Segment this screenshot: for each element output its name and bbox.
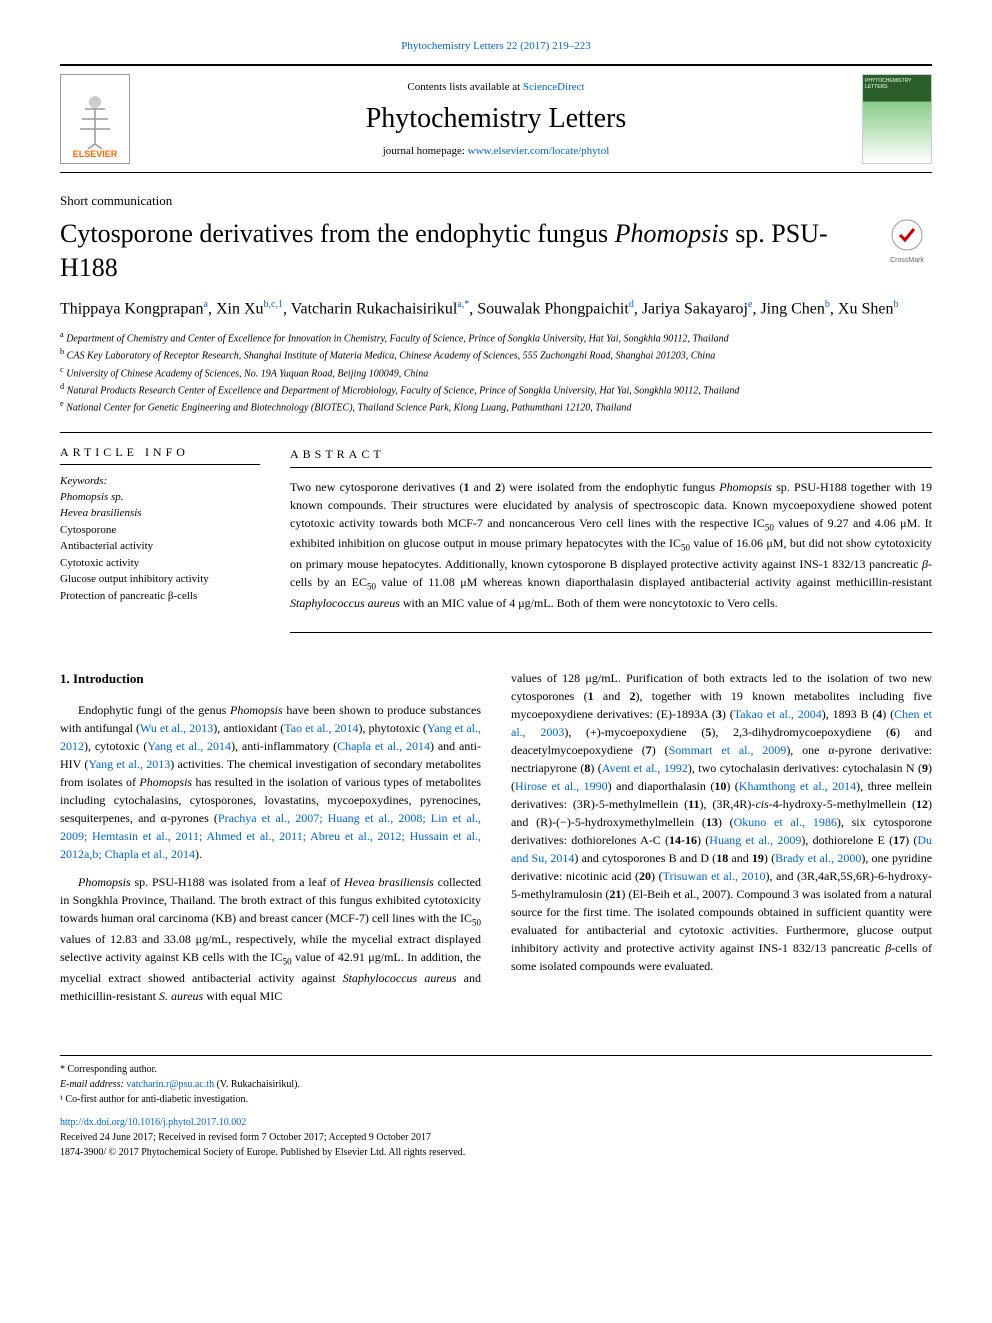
copyright: 1874-3900/ © 2017 Phytochemical Society … [60, 1145, 932, 1160]
elsevier-tree-icon [70, 94, 120, 149]
corresponding-author: * Corresponding author. [60, 1062, 932, 1077]
right-column: values of 128 μg/mL. Purification of bot… [511, 669, 932, 1014]
title-italic: Phomopsis [615, 219, 729, 248]
affiliation-d: d Natural Products Research Center of Ex… [60, 381, 932, 398]
received-dates: Received 24 June 2017; Received in revis… [60, 1130, 932, 1145]
abstract: ABSTRACT Two new cytosporone derivatives… [290, 445, 932, 634]
crossmark-icon[interactable]: CrossMark [882, 217, 932, 267]
journal-header: ELSEVIER Contents lists available at Sci… [60, 64, 932, 173]
keywords-list: Phomopsis sp.Hevea brasiliensisCytosporo… [60, 489, 260, 605]
contents-prefix: Contents lists available at [407, 81, 522, 93]
article-type: Short communication [60, 193, 932, 209]
journal-cover-image [862, 74, 932, 164]
divider [60, 432, 932, 433]
email-link[interactable]: vatcharin.r@psu.ac.th [126, 1079, 214, 1090]
left-column: 1. Introduction Endophytic fungi of the … [60, 669, 481, 1014]
doi-link[interactable]: http://dx.doi.org/10.1016/j.phytol.2017.… [60, 1115, 932, 1130]
affiliations: a Department of Chemistry and Center of … [60, 329, 932, 416]
article-title: Cytosporone derivatives from the endophy… [60, 217, 862, 285]
article-info-header: ARTICLE INFO [60, 445, 260, 465]
svg-text:CrossMark: CrossMark [890, 257, 924, 264]
affiliation-c: c University of Chinese Academy of Scien… [60, 364, 932, 381]
abstract-header: ABSTRACT [290, 445, 932, 468]
section-1-header: 1. Introduction [60, 669, 481, 689]
keywords-label: Keywords: [60, 475, 260, 487]
elsevier-logo[interactable]: ELSEVIER [60, 74, 130, 164]
paragraph-1: Endophytic fungi of the genus Phomopsis … [60, 701, 481, 863]
affiliation-b: b CAS Key Laboratory of Receptor Researc… [60, 346, 932, 363]
elsevier-text: ELSEVIER [73, 149, 118, 159]
footer: * Corresponding author. E-mail address: … [60, 1055, 932, 1160]
homepage-link[interactable]: www.elsevier.com/locate/phytol [468, 145, 610, 157]
authors: Thippaya Kongprapana, Xin Xub,c,1, Vatch… [60, 297, 932, 321]
affiliation-a: a Department of Chemistry and Center of … [60, 329, 932, 346]
email-label: E-mail address: [60, 1079, 126, 1090]
article-body: 1. Introduction Endophytic fungi of the … [60, 669, 932, 1014]
journal-name: Phytochemistry Letters [130, 103, 862, 135]
abstract-divider [290, 632, 932, 633]
affiliation-e: e National Center for Genetic Engineerin… [60, 398, 932, 415]
contents-available: Contents lists available at ScienceDirec… [130, 81, 862, 93]
abstract-text: Two new cytosporone derivatives (1 and 2… [290, 478, 932, 613]
title-text-1: Cytosporone derivatives from the endophy… [60, 219, 615, 248]
journal-citation: Phytochemistry Letters 22 (2017) 219–223 [60, 40, 932, 52]
email-suffix: (V. Rukachaisirikul). [214, 1079, 300, 1090]
article-info: ARTICLE INFO Keywords: Phomopsis sp.Heve… [60, 445, 260, 634]
cofirst-note: ¹ Co-first author for anti-diabetic inve… [60, 1092, 932, 1107]
homepage-prefix: journal homepage: [383, 145, 468, 157]
journal-homepage: journal homepage: www.elsevier.com/locat… [130, 145, 862, 157]
paragraph-2: Phomopsis sp. PSU-H188 was isolated from… [60, 873, 481, 1005]
sciencedirect-link[interactable]: ScienceDirect [523, 81, 585, 93]
paragraph-3: values of 128 μg/mL. Purification of bot… [511, 669, 932, 975]
email-line: E-mail address: vatcharin.r@psu.ac.th (V… [60, 1077, 932, 1092]
